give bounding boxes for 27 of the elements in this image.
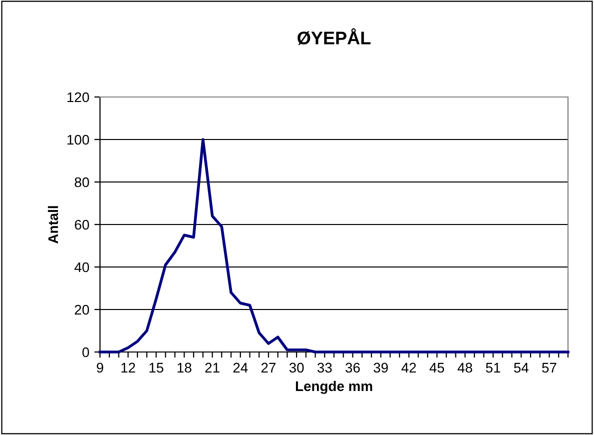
x-tick-label: 45 — [430, 362, 444, 373]
x-tick-label: 42 — [401, 362, 416, 372]
y-tick-label: 100 — [67, 134, 90, 145]
x-tick-label: 9 — [96, 362, 104, 373]
x-tick-label: 48 — [458, 362, 472, 373]
y-tick-label: 0 — [82, 347, 90, 358]
y-tick-label: 60 — [74, 220, 90, 230]
x-tick-label: 12 — [121, 362, 136, 372]
x-tick-label: 15 — [149, 362, 164, 373]
y-tick-label: 40 — [74, 262, 90, 272]
y-axis-title: Antall — [48, 206, 58, 244]
x-tick-label: 27 — [261, 362, 276, 372]
y-tick-label: 80 — [74, 177, 90, 188]
x-tick-label: 30 — [289, 362, 304, 373]
x-tick-label: 36 — [346, 362, 360, 373]
chart-title: ØYEPÅL — [298, 28, 371, 45]
x-tick-label: 18 — [178, 362, 192, 373]
x-tick-label: 33 — [317, 362, 332, 373]
x-tick-label: 39 — [374, 362, 388, 373]
y-tick-label: 20 — [74, 304, 90, 315]
y-tick-label: 120 — [67, 92, 90, 102]
x-tick-label: 21 — [205, 362, 220, 372]
x-tick-label: 54 — [514, 362, 529, 373]
x-tick-label: 51 — [486, 362, 500, 373]
x-axis-title: Lengde mm — [296, 380, 372, 394]
x-tick-label: 24 — [233, 362, 248, 372]
x-tick-label: 57 — [542, 362, 556, 373]
